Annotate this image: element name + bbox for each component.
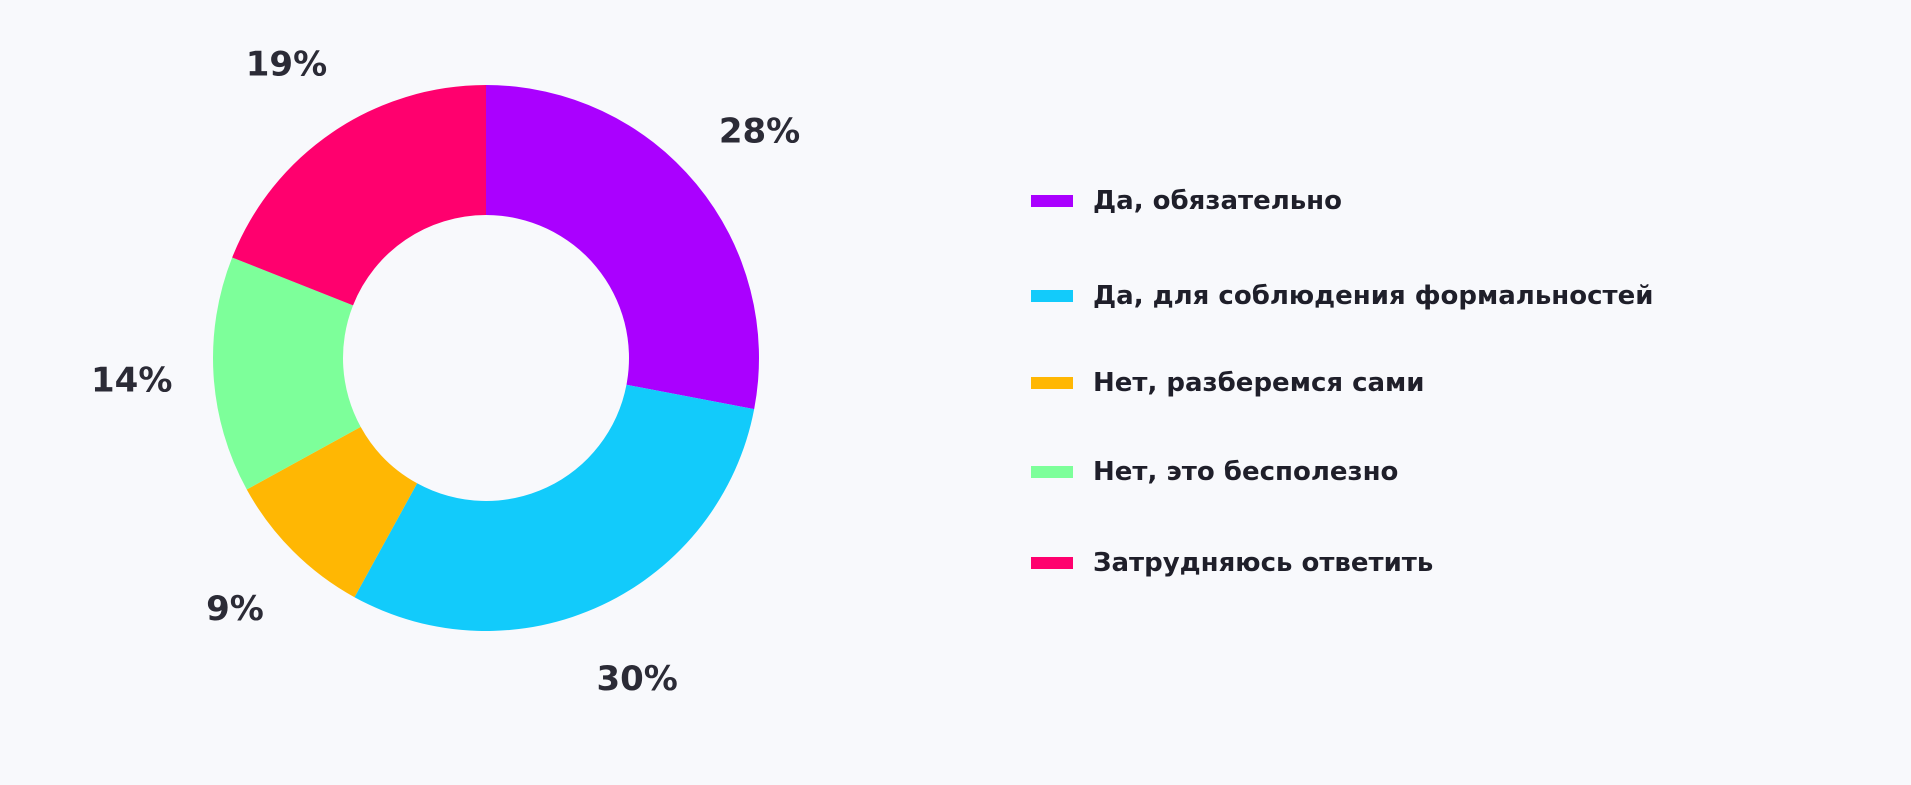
slice-value-label: 14%	[91, 360, 172, 400]
legend-label: Да, обязательно	[1093, 186, 1343, 216]
legend-swatch	[1031, 195, 1073, 207]
legend-swatch	[1031, 290, 1073, 302]
donut-slices	[213, 85, 760, 631]
legend-item: Да, обязательно	[1031, 181, 1342, 221]
slice-value-label: 28%	[719, 112, 800, 152]
legend-item: Нет, разберемся сами	[1031, 363, 1425, 403]
legend-swatch	[1031, 466, 1073, 478]
slice-value-label: 9%	[206, 589, 264, 629]
donut-slice-2	[354, 384, 755, 631]
legend-label: Нет, это бесполезно	[1093, 457, 1399, 487]
legend-swatch	[1031, 377, 1073, 389]
legend-label: Затрудняюсь ответить	[1093, 548, 1434, 578]
donut-slice-5	[232, 85, 486, 306]
donut-slice-3	[246, 426, 418, 598]
legend-label: Да, для соблюдения формальностей	[1093, 281, 1654, 311]
legend-item: Затрудняюсь ответить	[1031, 543, 1433, 583]
slice-value-label: 19%	[246, 44, 327, 84]
slice-value-labels: 28% 30% 9% 14% 19%	[91, 44, 800, 699]
slice-value-label: 30%	[596, 659, 677, 699]
donut-slice-1	[486, 85, 760, 410]
legend-label: Нет, разберемся сами	[1093, 368, 1425, 398]
donut-slice-4	[213, 257, 361, 490]
legend-item: Нет, это бесполезно	[1031, 452, 1398, 492]
legend-item: Да, для соблюдения формальностей	[1031, 276, 1653, 316]
donut-chart: 28% 30% 9% 14% 19%	[91, 44, 800, 699]
legend-swatch	[1031, 557, 1073, 569]
chart-legend: Да, обязательно Да, для соблюдения формал…	[1031, 0, 1891, 785]
